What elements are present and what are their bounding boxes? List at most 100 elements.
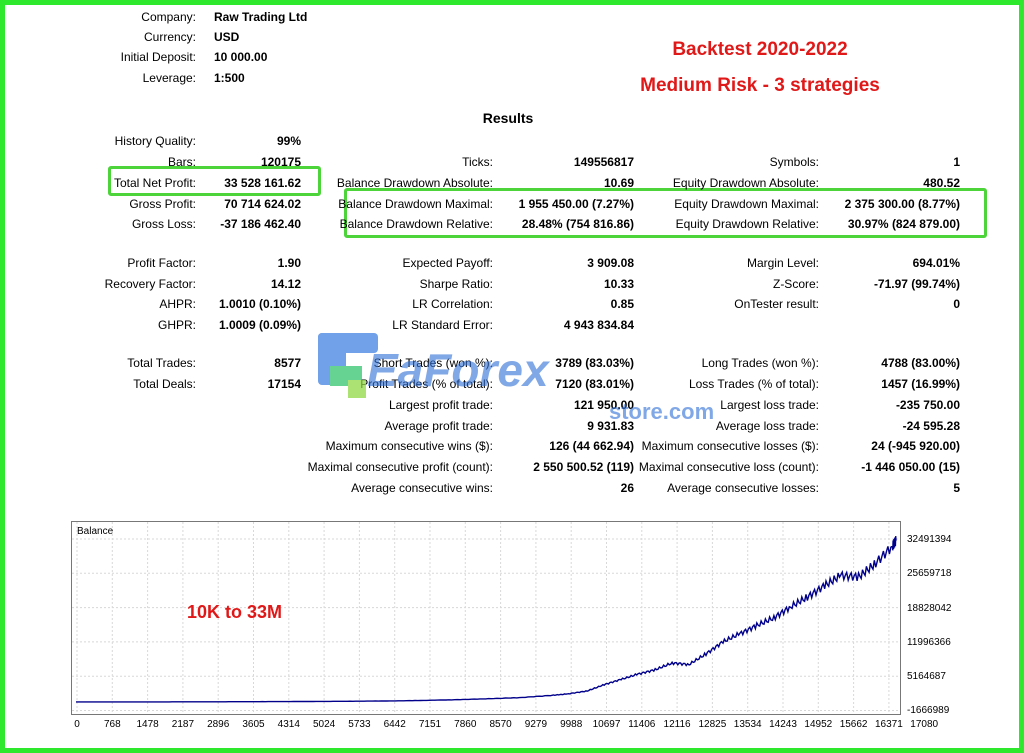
x-tick-label: 9279 <box>524 719 548 730</box>
col1-value-9: 8577 <box>274 356 301 370</box>
col1-label-7: AHPR: <box>159 297 196 311</box>
x-tick-label: 11406 <box>628 719 656 730</box>
col3-label-7: Long Trades (won %): <box>701 356 819 370</box>
col1-value-4: -37 186 462.40 <box>220 217 301 231</box>
col1-label-5: Profit Factor: <box>127 256 196 270</box>
col3-value-6: 0 <box>953 297 960 311</box>
col2-value-6: 0.85 <box>610 297 634 311</box>
col1-label-8: GHPR: <box>157 318 196 332</box>
initial-deposit-value: 10 000.00 <box>214 50 268 64</box>
col2-value-7: 4 943 834.84 <box>563 318 634 332</box>
col1-label-2: Total Net Profit: <box>113 176 196 190</box>
col3-value-1: 480.52 <box>923 176 960 190</box>
balance-series-line <box>76 536 897 703</box>
col2-label-4: Expected Payoff: <box>402 256 493 270</box>
col2-label-3: Balance Drawdown Relative: <box>339 217 493 231</box>
x-tick-label: 14952 <box>804 719 833 730</box>
currency-value: USD <box>214 30 240 44</box>
col2-value-4: 3 909.08 <box>587 256 634 270</box>
col3-label-3: Equity Drawdown Relative: <box>675 217 819 231</box>
drawdown-highlight <box>344 188 987 238</box>
col2-value-10: 121 950.00 <box>573 398 634 412</box>
col2-value-8: 3789 (83.03%) <box>555 356 634 370</box>
col3-label-4: Margin Level: <box>746 256 819 270</box>
balance-chart: Balance 10K to 33M <box>71 521 925 715</box>
x-tick-label: 5733 <box>348 719 371 730</box>
col3-value-11: 24 (-945 920.00) <box>871 439 960 453</box>
col3-value-4: 694.01% <box>912 256 960 270</box>
x-tick-label: 768 <box>103 719 121 730</box>
x-tick-label: 3605 <box>242 719 265 730</box>
col2-value-9: 7120 (83.01%) <box>555 377 634 391</box>
col3-value-8: 1457 (16.99%) <box>881 377 960 391</box>
x-tick-label: 4314 <box>277 719 300 730</box>
x-tick-label: 8570 <box>489 719 512 730</box>
col2-value-3: 28.48% (754 816.86) <box>521 217 634 231</box>
col1-value-0: 99% <box>276 134 301 148</box>
leverage-label: Leverage: <box>142 71 196 85</box>
net-profit-highlight <box>108 166 321 196</box>
x-tick-label: 2896 <box>207 719 230 730</box>
col1-value-3: 70 714 624.02 <box>224 197 301 211</box>
x-tick-label: 7151 <box>418 719 442 730</box>
col2-label-2: Balance Drawdown Maximal: <box>338 197 493 211</box>
col1-label-1: Bars: <box>167 155 196 169</box>
col3-value-10: -24 595.28 <box>902 419 960 433</box>
y-tick-label: 11996366 <box>907 637 951 648</box>
company-value: Raw Trading Ltd <box>214 10 308 24</box>
col1-value-10: 17154 <box>267 377 301 391</box>
col3-value-3: 30.97% (824 879.00) <box>847 217 960 231</box>
x-tick-label: 6442 <box>383 719 406 730</box>
col2-label-1: Balance Drawdown Absolute: <box>336 176 493 190</box>
col2-label-10: Largest profit trade: <box>388 398 493 412</box>
col3-label-10: Average loss trade: <box>715 419 819 433</box>
leverage-value: 1:500 <box>214 71 245 85</box>
col1-label-6: Recovery Factor: <box>104 277 196 291</box>
banner-title: Backtest 2020-2022 <box>672 39 848 60</box>
balance-chart-plot <box>72 522 925 714</box>
col1-value-1: 120175 <box>260 155 301 169</box>
x-tick-label: 0 <box>74 719 80 730</box>
col3-label-6: OnTester result: <box>734 297 819 311</box>
col1-value-8: 1.0009 (0.09%) <box>218 318 301 332</box>
col2-label-14: Average consecutive wins: <box>351 481 493 495</box>
banner-subtitle: Medium Risk - 3 strategies <box>640 75 880 96</box>
col2-label-6: LR Correlation: <box>412 297 493 311</box>
col2-label-8: Short Trades (won %): <box>373 356 493 370</box>
x-tick-label: 10697 <box>592 719 621 730</box>
col3-label-5: Z-Score: <box>772 277 819 291</box>
col3-value-9: -235 750.00 <box>895 398 960 412</box>
x-tick-label: 5024 <box>312 719 336 730</box>
x-tick-label: 9988 <box>560 719 583 730</box>
x-tick-label: 1478 <box>136 719 159 730</box>
y-tick-label: 18828042 <box>907 603 952 614</box>
col2-label-7: LR Standard Error: <box>392 318 493 332</box>
x-tick-label: 12116 <box>663 719 691 730</box>
col3-value-0: 1 <box>953 155 960 169</box>
col2-value-2: 1 955 450.00 (7.27%) <box>518 197 634 211</box>
col3-label-2: Equity Drawdown Maximal: <box>674 197 819 211</box>
col3-label-12: Maximal consecutive loss (count): <box>638 460 819 474</box>
col2-value-1: 10.69 <box>603 176 634 190</box>
col3-value-13: 5 <box>953 481 960 495</box>
col3-value-12: -1 446 050.00 (15) <box>861 460 960 474</box>
x-tick-label: 15662 <box>839 719 868 730</box>
initial-deposit-label: Initial Deposit: <box>120 50 196 64</box>
x-tick-label: 7860 <box>454 719 477 730</box>
col2-label-11: Average profit trade: <box>384 419 493 433</box>
col3-label-0: Symbols: <box>769 155 819 169</box>
col3-label-9: Largest loss trade: <box>720 398 819 412</box>
col1-value-5: 1.90 <box>277 256 301 270</box>
x-tick-label: 2187 <box>171 719 195 730</box>
col2-value-13: 2 550 500.52 (119) <box>533 460 634 474</box>
x-tick-label: 17080 <box>910 719 939 730</box>
y-tick-label: 5164687 <box>907 671 946 682</box>
col1-label-3: Gross Profit: <box>129 197 196 211</box>
col2-label-12: Maximum consecutive wins ($): <box>325 439 493 453</box>
col3-value-7: 4788 (83.00%) <box>881 356 960 370</box>
col2-value-14: 26 <box>620 481 634 495</box>
x-tick-label: 12825 <box>698 719 727 730</box>
col1-value-7: 1.0010 (0.10%) <box>218 297 301 311</box>
y-tick-label: -1666989 <box>907 705 950 716</box>
y-tick-label: 32491394 <box>907 534 952 545</box>
